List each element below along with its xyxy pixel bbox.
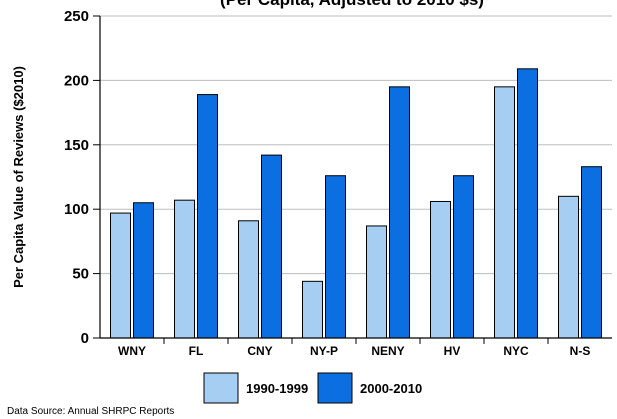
chart-title: (Per Capita, Adjusted to 2010 $s)	[220, 0, 484, 9]
y-tick-label: 0	[81, 330, 89, 347]
legend-label-1990-1999: 1990-1999	[246, 381, 308, 396]
bar-fl-2000-2010	[197, 94, 218, 339]
y-tick-labels: 0 50 100 150 200 250	[64, 8, 100, 347]
x-tick-label-nyc: NYC	[503, 344, 529, 358]
x-tick-label-hv: HV	[444, 344, 461, 358]
bar-n-s-2000-2010	[581, 166, 602, 339]
bar-cny-2000-2010	[261, 154, 282, 339]
y-tick-label: 100	[64, 201, 89, 218]
legend-label-2000-2010: 2000-2010	[360, 381, 422, 396]
bar-ny-p-1990-1999	[302, 280, 323, 339]
bar-hv-1990-1999	[430, 200, 451, 339]
bar-n-s-1990-1999	[558, 195, 579, 339]
x-tick-label-n-s: N-S	[570, 344, 591, 358]
y-tick-label: 50	[72, 266, 89, 283]
x-tick-label-neny: NENY	[371, 344, 404, 358]
legend: 1990-1999 2000-2010	[203, 372, 422, 404]
data-source-note: Data Source: Annual SHRPC Reports	[7, 406, 174, 417]
bar-neny-2000-2010	[389, 86, 410, 339]
x-tick-label-ny-p: NY-P	[310, 344, 338, 358]
x-tick-label-fl: FL	[189, 344, 204, 358]
y-tick-label: 150	[64, 137, 89, 154]
bar-cny-1990-1999	[238, 220, 259, 339]
legend-swatch-2000-2010	[317, 372, 353, 404]
bar-wny-1990-1999	[110, 212, 131, 339]
x-tick-labels: WNY FL CNY NY-P NENY HV NYC N-S	[118, 338, 590, 358]
bar-nyc-1990-1999	[494, 86, 515, 339]
bar-nyc-2000-2010	[517, 68, 538, 339]
bar-hv-2000-2010	[453, 175, 474, 339]
y-axis-label: Per Capita Value of Reviews ($2010)	[11, 66, 26, 288]
x-tick-label-wny: WNY	[118, 344, 146, 358]
bars	[110, 68, 602, 339]
x-tick-label-cny: CNY	[247, 344, 272, 358]
bar-wny-2000-2010	[133, 202, 154, 339]
bar-neny-1990-1999	[366, 225, 387, 339]
y-tick-label: 200	[64, 72, 89, 89]
legend-swatch-1990-1999	[203, 372, 239, 404]
bar-ny-p-2000-2010	[325, 175, 346, 339]
y-tick-label: 250	[64, 8, 89, 25]
bar-fl-1990-1999	[174, 199, 195, 339]
